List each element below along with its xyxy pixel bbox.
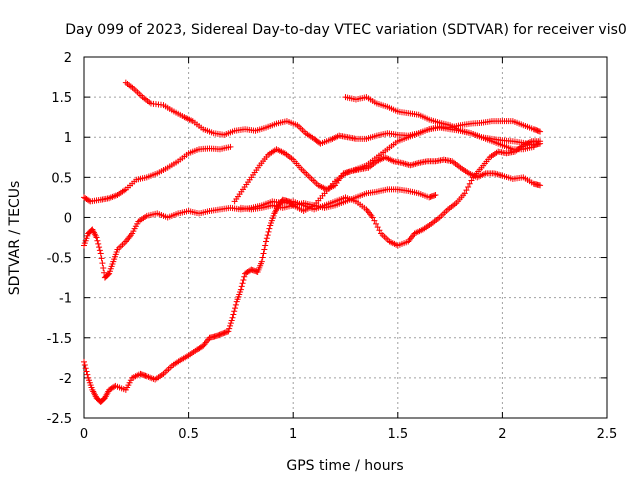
x-axis-label: GPS time / hours — [286, 458, 403, 474]
data-point — [226, 325, 233, 332]
x-tick-label: 2.5 — [597, 427, 618, 442]
data-point — [432, 191, 439, 198]
data-point — [266, 225, 273, 232]
data-point — [265, 228, 272, 235]
y-tick-label: 0.5 — [51, 171, 72, 186]
series-track-e — [81, 124, 537, 405]
data-point — [263, 238, 270, 245]
data-point — [232, 301, 239, 308]
y-tick-label: 2 — [64, 51, 72, 66]
data-point — [95, 240, 102, 247]
y-tick-label: 1.5 — [51, 91, 72, 106]
data-point — [229, 314, 236, 321]
data-point — [231, 308, 238, 315]
data-point — [537, 128, 544, 135]
y-tick-label: 0 — [64, 211, 72, 226]
data-point — [263, 235, 270, 242]
chart-title: Day 099 of 2023, Sidereal Day-to-day VTE… — [65, 22, 627, 38]
grid — [84, 57, 607, 418]
data-point — [83, 368, 90, 375]
data-point — [82, 365, 89, 372]
data-points — [81, 79, 544, 405]
data-point — [466, 180, 473, 187]
data-point — [264, 232, 271, 239]
y-tick-label: -2.5 — [47, 412, 72, 427]
data-point — [463, 187, 470, 194]
y-tick-label: -1.5 — [47, 332, 72, 347]
data-point — [537, 138, 544, 145]
data-point — [227, 143, 234, 150]
data-point — [98, 255, 105, 262]
y-tick-label: -0.5 — [47, 252, 72, 267]
data-point — [228, 317, 235, 324]
data-point — [537, 182, 544, 189]
series-track-a — [81, 143, 234, 205]
data-point — [81, 358, 87, 365]
data-point — [96, 244, 103, 251]
data-point — [259, 254, 266, 261]
x-tick-label: 2 — [498, 427, 506, 442]
x-tick-label: 0 — [80, 427, 88, 442]
data-point — [465, 183, 472, 190]
data-point — [97, 250, 104, 257]
data-point — [93, 234, 100, 241]
data-point — [468, 177, 475, 184]
data-point — [374, 224, 381, 231]
data-point — [376, 227, 383, 234]
data-point — [81, 362, 88, 369]
axis-ticks — [83, 56, 608, 419]
y-tick-label: -1 — [59, 292, 72, 307]
y-tick-label: 1 — [64, 131, 72, 146]
data-point — [262, 242, 269, 249]
data-point — [373, 220, 380, 227]
data-point — [225, 328, 232, 335]
x-tick-label: 1 — [289, 427, 297, 442]
data-point — [258, 258, 265, 265]
data-point — [261, 246, 268, 253]
data-point — [94, 237, 101, 244]
data-point — [240, 277, 247, 284]
data-point — [260, 250, 267, 257]
data-point — [369, 214, 376, 221]
series-track-f — [231, 146, 544, 205]
data-point — [101, 269, 108, 276]
data-point — [239, 280, 246, 287]
x-tick-label: 0.5 — [178, 427, 199, 442]
data-point — [237, 286, 244, 293]
data-point — [96, 247, 103, 254]
y-axis-label: SDTVAR / TECUs — [7, 181, 23, 296]
data-point — [241, 273, 248, 280]
data-point — [105, 271, 112, 278]
x-tick-label: 1.5 — [387, 427, 408, 442]
tick-labels: 0 0.5 1 1.5 2 2.5 -2.5 -2 -1.5 -1 -0.5 0 0.5 1 1.5 2 — [47, 51, 618, 442]
data-point — [530, 143, 537, 150]
series-track-g — [237, 186, 439, 213]
data-point — [238, 283, 245, 290]
data-point — [99, 260, 106, 267]
data-point — [100, 264, 107, 271]
data-point — [461, 190, 468, 197]
plot-frame — [83, 56, 608, 419]
data-point — [227, 322, 234, 329]
data-point — [84, 371, 91, 378]
y-tick-label: -2 — [59, 372, 72, 387]
data-point — [371, 217, 378, 224]
data-point — [227, 320, 234, 327]
data-point — [230, 311, 237, 318]
data-point — [232, 305, 239, 312]
